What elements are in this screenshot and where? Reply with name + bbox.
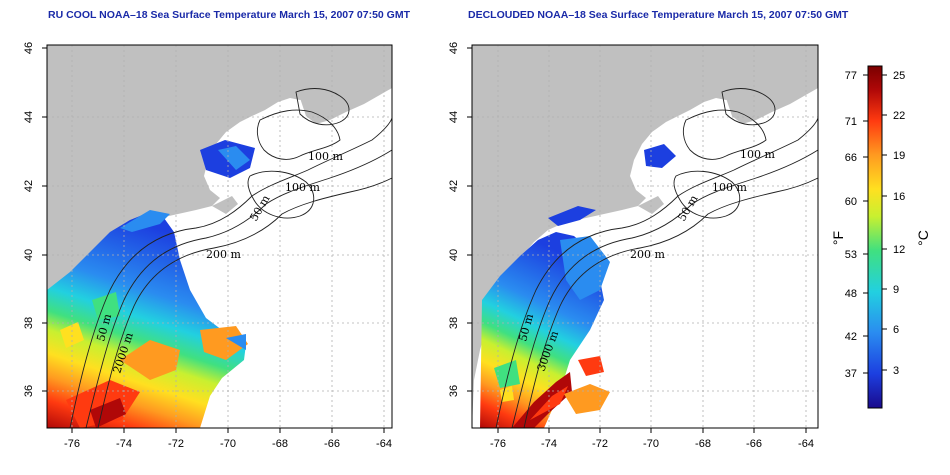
- colorbar-f-tick: 37: [845, 368, 857, 380]
- map1-x-tick: -72: [168, 438, 184, 450]
- colorbar-f-tick: 71: [845, 116, 857, 128]
- map1-contour-label-200m: 200 m: [206, 248, 241, 261]
- map1-x-tick: -66: [324, 438, 340, 450]
- map2-x-tick: -68: [695, 438, 711, 450]
- map2-x-tick: -64: [798, 438, 814, 450]
- map1-frame: [46, 44, 393, 429]
- map1-contour-label-100m-a: 100 m: [308, 150, 343, 163]
- colorbar-f-tick: 42: [845, 331, 857, 343]
- map1-contours: [69, 88, 393, 429]
- colorbar-f-tick: 60: [845, 196, 857, 208]
- colorbar-fahrenheit-scale: 77 71 66 60 53 48 42 37: [845, 70, 857, 380]
- map2-nova-scotia: [726, 58, 818, 124]
- map2-y-tick: 36: [448, 385, 460, 397]
- map2-contour-label-200m: 200 m: [630, 248, 665, 261]
- colorbar-c-tick: 19: [893, 150, 905, 162]
- map1-sst-field: [47, 140, 255, 428]
- map2-panel: 100 m 100 m 50 m 200 m 50 m 3000 m -76 -…: [448, 42, 819, 450]
- map2-y-tick: 42: [448, 180, 460, 192]
- colorbar-c-tick: 12: [893, 244, 905, 256]
- map1-y-tick: 46: [23, 42, 35, 54]
- map1-y-tick: 42: [23, 180, 35, 192]
- colorbar-celsius-scale: 25 22 19 16 12 9 6 3: [893, 70, 905, 377]
- map1-x-tick: -74: [116, 438, 132, 450]
- map1-plot-area: 100 m 100 m 50 m 200 m 50 m 2000 m: [46, 44, 393, 429]
- map1-x-tick: -64: [376, 438, 392, 450]
- map2-y-tick: 44: [448, 111, 460, 123]
- map2-x-tick: -74: [541, 438, 557, 450]
- colorbar-c-tick: 6: [893, 324, 899, 336]
- map2-y-tick: 40: [448, 249, 460, 261]
- colorbar-c-tick: 22: [893, 110, 905, 122]
- map1-x-tick: -76: [64, 438, 80, 450]
- map2-land: [472, 45, 818, 428]
- map2-contour-label-100m-b: 100 m: [712, 181, 747, 194]
- colorbar: 77 71 66 60 53 48 42 37 25 22 19 16 12 9…: [830, 65, 931, 409]
- colorbar-gradient: [867, 65, 883, 409]
- map2-y-axis: 36 38 40 42 44 46: [448, 42, 460, 397]
- map1-y-tick: 38: [23, 317, 35, 329]
- colorbar-f-tick: 66: [845, 152, 857, 164]
- map1-y-axis: 36 38 40 42 44 46: [23, 42, 35, 397]
- map1-nova-scotia: [300, 58, 392, 124]
- map2-x-tick: -76: [490, 438, 506, 450]
- map1-land: [47, 45, 392, 428]
- colorbar-ticks: [863, 74, 887, 374]
- map1-y-tick: 40: [23, 249, 35, 261]
- map2-x-tick: -70: [643, 438, 659, 450]
- colorbar-f-tick: 53: [845, 249, 857, 261]
- colorbar-c-tick: 16: [893, 191, 905, 203]
- map2-frame: [471, 44, 819, 429]
- map1-y-tick: 44: [23, 111, 35, 123]
- colorbar-celsius-label: °C: [915, 230, 931, 246]
- map2-x-axis: -76 -74 -72 -70 -68 -66 -64: [490, 438, 814, 450]
- map1-x-tick: -68: [272, 438, 288, 450]
- colorbar-f-tick: 48: [845, 288, 857, 300]
- map1-x-tick: -70: [220, 438, 236, 450]
- colorbar-c-tick: 3: [893, 365, 899, 377]
- map2-x-tick: -66: [746, 438, 762, 450]
- map1-tick-marks: [42, 47, 385, 433]
- map2-title: DECLOUDED NOAA–18 Sea Surface Temperatur…: [468, 9, 849, 21]
- map2-plot-area: 100 m 100 m 50 m 200 m 50 m 3000 m: [471, 44, 819, 429]
- map2-y-tick: 38: [448, 317, 460, 329]
- map2-contours: [495, 88, 819, 429]
- map2-gridlines: [472, 45, 818, 428]
- map1-y-tick: 36: [23, 385, 35, 397]
- map2-y-tick: 46: [448, 42, 460, 54]
- map1-contour-label-100m-b: 100 m: [285, 181, 320, 194]
- map1-x-axis: -76 -74 -72 -70 -68 -66 -64: [64, 438, 392, 450]
- colorbar-fahrenheit-label: °F: [830, 231, 846, 245]
- colorbar-c-tick: 25: [893, 70, 905, 82]
- map1-gridlines: [47, 45, 392, 428]
- map2-x-tick: -72: [592, 438, 608, 450]
- map1-panel: 100 m 100 m 50 m 200 m 50 m 2000 m -76 -…: [23, 42, 393, 450]
- colorbar-f-tick: 77: [845, 70, 857, 82]
- map1-title: RU COOL NOAA–18 Sea Surface Temperature …: [48, 9, 411, 21]
- map2-contour-label-100m-a: 100 m: [740, 148, 775, 161]
- map2-tick-marks: [467, 47, 807, 433]
- colorbar-c-tick: 9: [893, 284, 899, 296]
